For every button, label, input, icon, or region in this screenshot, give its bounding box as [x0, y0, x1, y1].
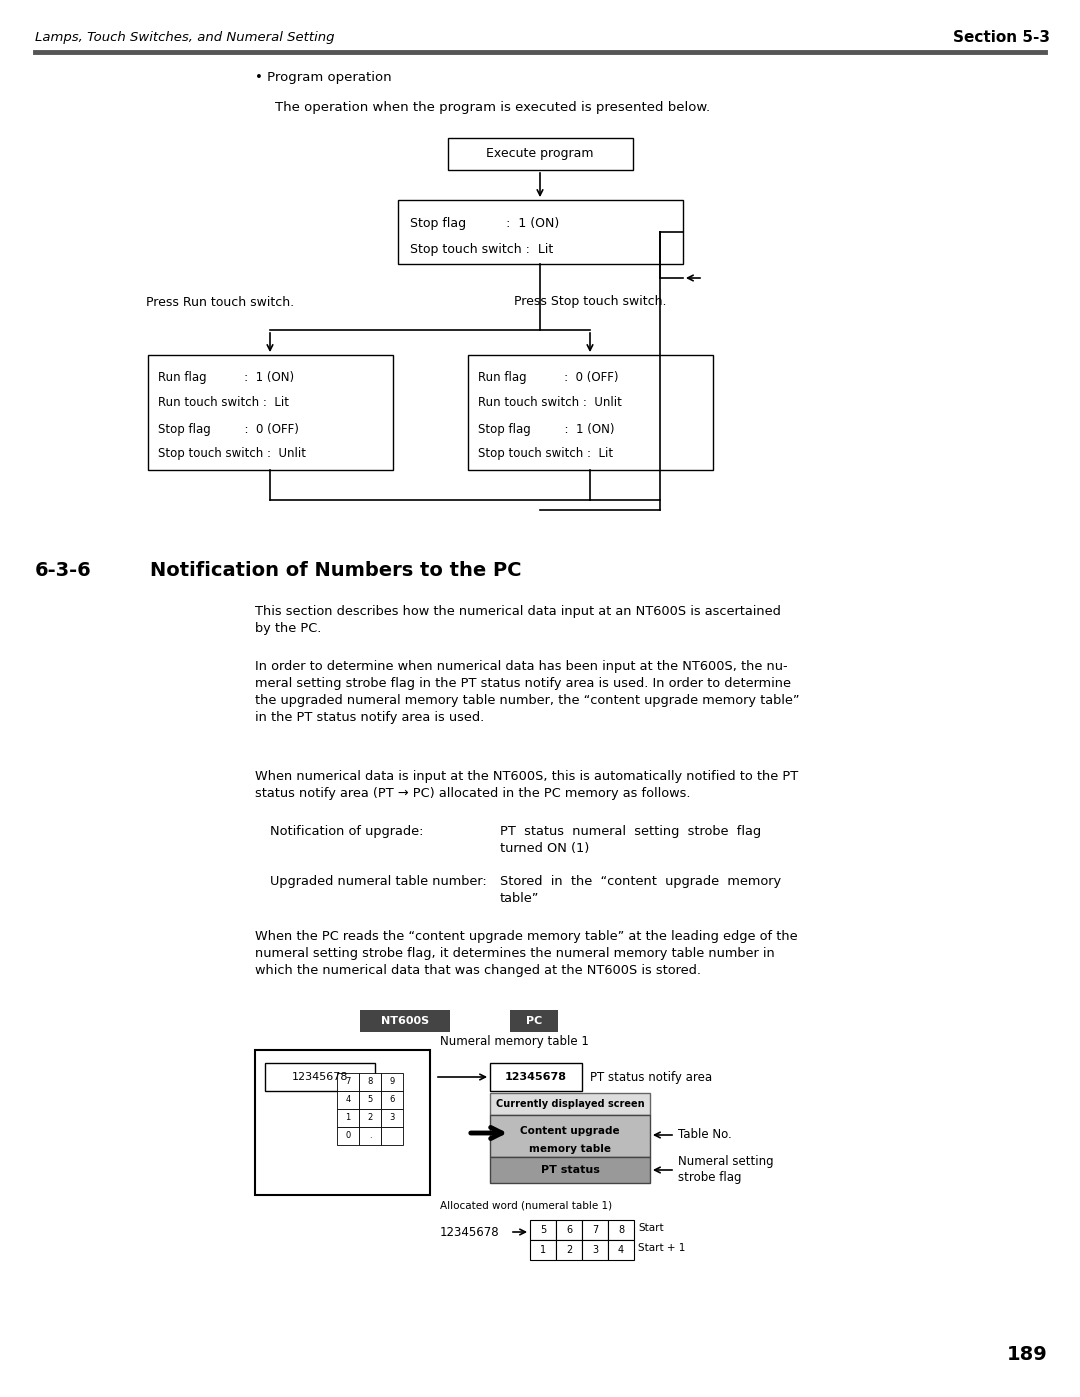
- Text: Run touch switch :  Unlit: Run touch switch : Unlit: [478, 397, 622, 409]
- Text: PC: PC: [526, 1016, 542, 1025]
- Text: 12345678: 12345678: [440, 1225, 500, 1239]
- Text: Start + 1: Start + 1: [638, 1243, 686, 1253]
- Text: Stop flag         :  0 (OFF): Stop flag : 0 (OFF): [158, 422, 299, 436]
- Text: When numerical data is input at the NT600S, this is automatically notified to th: When numerical data is input at the NT60…: [255, 770, 798, 800]
- Text: 3: 3: [592, 1245, 598, 1255]
- Bar: [381, 1109, 403, 1127]
- Bar: [582, 1220, 608, 1241]
- Text: PT status: PT status: [541, 1165, 599, 1175]
- Text: 6: 6: [566, 1225, 572, 1235]
- Bar: [360, 1010, 450, 1032]
- Text: Lamps, Touch Switches, and Numeral Setting: Lamps, Touch Switches, and Numeral Setti…: [35, 32, 335, 45]
- Bar: [337, 1073, 359, 1091]
- Text: .: .: [368, 1132, 372, 1140]
- Bar: [359, 1073, 381, 1091]
- Text: 1: 1: [346, 1113, 351, 1123]
- Bar: [582, 1241, 608, 1260]
- Bar: [337, 1127, 359, 1146]
- Bar: [448, 138, 633, 170]
- Bar: [359, 1091, 381, 1109]
- Text: Numeral setting: Numeral setting: [678, 1155, 773, 1168]
- Text: 6: 6: [389, 1095, 394, 1105]
- Bar: [337, 1091, 359, 1109]
- Text: 1: 1: [540, 1245, 546, 1255]
- Text: strobe flag: strobe flag: [678, 1172, 742, 1185]
- Bar: [265, 1063, 375, 1091]
- Bar: [381, 1127, 403, 1146]
- Text: memory table: memory table: [529, 1144, 611, 1154]
- Text: Notification of upgrade:: Notification of upgrade:: [270, 826, 423, 838]
- Text: 12345678: 12345678: [505, 1071, 567, 1083]
- Bar: [510, 1010, 558, 1032]
- Text: Allocated word (numeral table 1): Allocated word (numeral table 1): [440, 1200, 612, 1210]
- Text: Stop flag         :  1 (ON): Stop flag : 1 (ON): [478, 422, 615, 436]
- Text: 8: 8: [367, 1077, 373, 1087]
- Bar: [530, 1220, 556, 1241]
- Text: 3: 3: [389, 1113, 394, 1123]
- Text: 4: 4: [346, 1095, 351, 1105]
- Text: Upgraded numeral table number:: Upgraded numeral table number:: [270, 875, 487, 888]
- Text: 189: 189: [1008, 1345, 1048, 1365]
- Text: Stop touch switch :  Lit: Stop touch switch : Lit: [478, 447, 613, 460]
- Text: Currently displayed screen: Currently displayed screen: [496, 1099, 645, 1109]
- Text: 2: 2: [566, 1245, 572, 1255]
- Text: 8: 8: [618, 1225, 624, 1235]
- Text: • Program operation: • Program operation: [255, 71, 392, 84]
- Bar: [556, 1241, 582, 1260]
- Text: 7: 7: [346, 1077, 351, 1087]
- Text: Run touch switch :  Lit: Run touch switch : Lit: [158, 397, 289, 409]
- Text: 6-3-6: 6-3-6: [35, 560, 92, 580]
- Bar: [608, 1241, 634, 1260]
- Bar: [608, 1220, 634, 1241]
- Text: Stop touch switch :  Lit: Stop touch switch : Lit: [410, 243, 553, 257]
- Text: Press Stop touch switch.: Press Stop touch switch.: [514, 296, 666, 309]
- Bar: [255, 1051, 430, 1194]
- Bar: [399, 200, 683, 264]
- Text: 0: 0: [346, 1132, 351, 1140]
- Text: Section 5-3: Section 5-3: [953, 31, 1050, 46]
- Text: 7: 7: [592, 1225, 598, 1235]
- Bar: [490, 1063, 582, 1091]
- Text: Run flag          :  1 (ON): Run flag : 1 (ON): [158, 370, 294, 384]
- Text: This section describes how the numerical data input at an NT600S is ascertained
: This section describes how the numerical…: [255, 605, 781, 636]
- Bar: [359, 1109, 381, 1127]
- Text: Numeral memory table 1: Numeral memory table 1: [440, 1035, 589, 1048]
- Text: 12345678: 12345678: [292, 1071, 348, 1083]
- Bar: [490, 1092, 650, 1115]
- Bar: [530, 1241, 556, 1260]
- Bar: [359, 1127, 381, 1146]
- Bar: [381, 1073, 403, 1091]
- Text: PT status notify area: PT status notify area: [590, 1070, 712, 1084]
- Text: 9: 9: [390, 1077, 394, 1087]
- Text: When the PC reads the “content upgrade memory table” at the leading edge of the
: When the PC reads the “content upgrade m…: [255, 930, 798, 977]
- Bar: [490, 1115, 650, 1157]
- Text: Table No.: Table No.: [678, 1129, 732, 1141]
- Text: Notification of Numbers to the PC: Notification of Numbers to the PC: [150, 560, 522, 580]
- Text: PT  status  numeral  setting  strobe  flag
turned ON (1): PT status numeral setting strobe flag tu…: [500, 826, 761, 855]
- Text: Stop touch switch :  Unlit: Stop touch switch : Unlit: [158, 447, 306, 460]
- Text: Press Run touch switch.: Press Run touch switch.: [146, 296, 294, 309]
- Text: Execute program: Execute program: [486, 148, 594, 161]
- Bar: [490, 1157, 650, 1183]
- Text: Stop flag          :  1 (ON): Stop flag : 1 (ON): [410, 218, 559, 231]
- Text: 2: 2: [367, 1113, 373, 1123]
- Text: In order to determine when numerical data has been input at the NT600S, the nu-
: In order to determine when numerical dat…: [255, 659, 799, 724]
- Text: The operation when the program is executed is presented below.: The operation when the program is execut…: [275, 102, 711, 115]
- Text: NT600S: NT600S: [381, 1016, 429, 1025]
- Bar: [468, 355, 713, 469]
- Bar: [556, 1220, 582, 1241]
- Bar: [337, 1109, 359, 1127]
- Text: Start: Start: [638, 1222, 663, 1234]
- Text: 5: 5: [540, 1225, 546, 1235]
- Text: Stored  in  the  “content  upgrade  memory
table”: Stored in the “content upgrade memory ta…: [500, 875, 781, 905]
- Text: 5: 5: [367, 1095, 373, 1105]
- Text: 4: 4: [618, 1245, 624, 1255]
- Bar: [148, 355, 393, 469]
- Text: Run flag          :  0 (OFF): Run flag : 0 (OFF): [478, 370, 619, 384]
- Bar: [381, 1091, 403, 1109]
- Text: Content upgrade: Content upgrade: [521, 1126, 620, 1136]
